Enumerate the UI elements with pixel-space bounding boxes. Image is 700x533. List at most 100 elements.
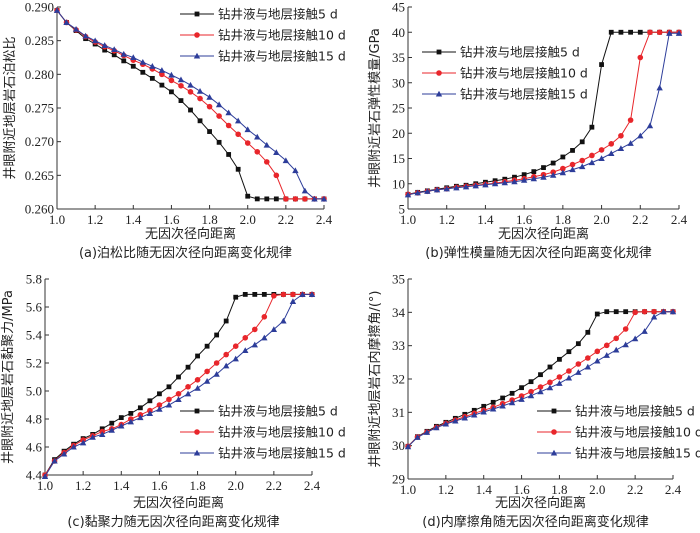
data-point bbox=[130, 63, 136, 69]
data-point bbox=[185, 384, 191, 390]
y-tick-label: 0.290 bbox=[25, 0, 54, 15]
data-point bbox=[301, 187, 309, 194]
data-point bbox=[263, 141, 270, 148]
y-tick-label: 5.0 bbox=[26, 384, 42, 399]
data-point bbox=[292, 167, 299, 174]
legend: 钻井液与地层接触5 d 钻井液与地层接触10 d 钻井液与地层接触15 d bbox=[180, 404, 346, 461]
data-point bbox=[666, 30, 673, 36]
data-point bbox=[414, 189, 421, 196]
data-point bbox=[235, 131, 241, 138]
y-tick-label: 5.2 bbox=[26, 356, 42, 371]
x-tick-label: 1.8 bbox=[555, 212, 571, 227]
data-point bbox=[206, 103, 213, 110]
data-point bbox=[158, 67, 166, 73]
data-point bbox=[203, 378, 211, 384]
legend-item: 钻井液与地层接触5 d bbox=[537, 404, 695, 419]
legend-item: 钻井液与地层接触10 d bbox=[537, 425, 700, 440]
data-point bbox=[156, 406, 163, 412]
data-point bbox=[462, 183, 470, 190]
data-point bbox=[204, 343, 210, 349]
data-point bbox=[491, 180, 499, 187]
data-point bbox=[608, 150, 615, 157]
data-point bbox=[585, 355, 591, 361]
data-point bbox=[41, 473, 49, 479]
legend-marker bbox=[436, 49, 442, 55]
data-point bbox=[622, 326, 629, 332]
data-point bbox=[632, 309, 638, 316]
data-point bbox=[598, 155, 605, 162]
data-point bbox=[111, 46, 118, 52]
data-point bbox=[660, 308, 667, 315]
data-point bbox=[99, 426, 105, 432]
x-tick-label: 2.0 bbox=[593, 212, 609, 227]
x-tick-label: 1.4 bbox=[476, 482, 493, 497]
data-point bbox=[168, 77, 175, 84]
data-point bbox=[594, 357, 601, 364]
legend-item: 钻井液与地层接触10 d bbox=[180, 425, 346, 440]
data-point bbox=[566, 349, 572, 355]
data-point bbox=[560, 165, 566, 172]
data-point bbox=[594, 311, 600, 317]
x-tick-label: 2.2 bbox=[632, 212, 648, 227]
data-point bbox=[608, 29, 614, 35]
data-point bbox=[225, 109, 232, 116]
chart-panel-c: 4.4 4.6 4.8 5.0 5.2 5.4 5.6 5.8 1.0 1.2 1.4 1.6 1.8 2… bbox=[0, 272, 346, 531]
data-point bbox=[520, 177, 528, 183]
data-point bbox=[599, 62, 604, 67]
x-tick-label: 2.2 bbox=[266, 478, 282, 493]
data-point bbox=[540, 173, 547, 180]
legend-item: 钻井液与地层接触15 d bbox=[180, 49, 346, 64]
x-tick-label: 1.0 bbox=[400, 482, 416, 497]
data-point bbox=[187, 81, 194, 88]
chart-panel-b: 5 10 15 20 25 30 35 40 45 1.0 1.2 1.4 1.6 1.8 2.0 2.2 2.… bbox=[368, 0, 688, 261]
data-point bbox=[118, 415, 124, 420]
legend-label: 钻井液与地层接触10 d bbox=[460, 66, 588, 81]
data-point bbox=[280, 317, 287, 324]
x-tick-label: 1.8 bbox=[551, 482, 567, 497]
data-point bbox=[404, 191, 412, 198]
data-point bbox=[575, 341, 581, 347]
x-tick-label: 2.4 bbox=[671, 212, 688, 227]
series-2 bbox=[42, 291, 315, 478]
data-point bbox=[512, 174, 517, 180]
data-point bbox=[656, 84, 663, 91]
data-point bbox=[234, 117, 242, 124]
data-point bbox=[261, 292, 267, 297]
data-point bbox=[159, 71, 165, 78]
data-point bbox=[584, 363, 592, 370]
legend-marker bbox=[550, 449, 558, 456]
data-point bbox=[213, 360, 220, 366]
data-point bbox=[541, 165, 546, 170]
x-tick-label: 1.0 bbox=[400, 212, 416, 227]
y-tick-label: 0.260 bbox=[25, 202, 54, 217]
data-point bbox=[527, 392, 535, 399]
data-point bbox=[178, 82, 184, 89]
data-point bbox=[263, 159, 270, 165]
series-3 bbox=[41, 291, 316, 479]
x-tick-label: 1.8 bbox=[201, 212, 217, 227]
data-point bbox=[216, 139, 222, 145]
x-tick-label: 2.2 bbox=[627, 482, 643, 497]
y-tick-label: 32 bbox=[392, 372, 405, 387]
legend-item: 钻井液与地层接触5 d bbox=[422, 45, 580, 60]
data-point bbox=[137, 414, 144, 421]
legend-label: 钻井液与地层接触10 d bbox=[218, 28, 346, 43]
data-point bbox=[197, 95, 203, 102]
chart-caption: (b)弹性模量随无因次径向距离变化规律 bbox=[425, 245, 651, 261]
data-point bbox=[433, 424, 440, 431]
data-point bbox=[585, 329, 591, 335]
data-point bbox=[242, 335, 249, 341]
y-tick-label: 0.280 bbox=[25, 67, 54, 82]
legend-label: 钻井液与地层接触5 d bbox=[575, 404, 695, 419]
y-tick-label: 25 bbox=[392, 101, 405, 116]
data-point bbox=[223, 351, 229, 358]
x-tick-label: 1.2 bbox=[87, 212, 103, 227]
y-tick-label: 30 bbox=[392, 75, 405, 90]
y-tick-label: 35 bbox=[392, 50, 405, 65]
legend-marker bbox=[436, 70, 442, 76]
x-axis-label: 无因次径向距离 bbox=[495, 495, 586, 511]
data-point bbox=[226, 152, 232, 157]
data-point bbox=[165, 401, 173, 408]
y-tick-label: 10 bbox=[392, 176, 405, 191]
data-point bbox=[254, 148, 261, 155]
